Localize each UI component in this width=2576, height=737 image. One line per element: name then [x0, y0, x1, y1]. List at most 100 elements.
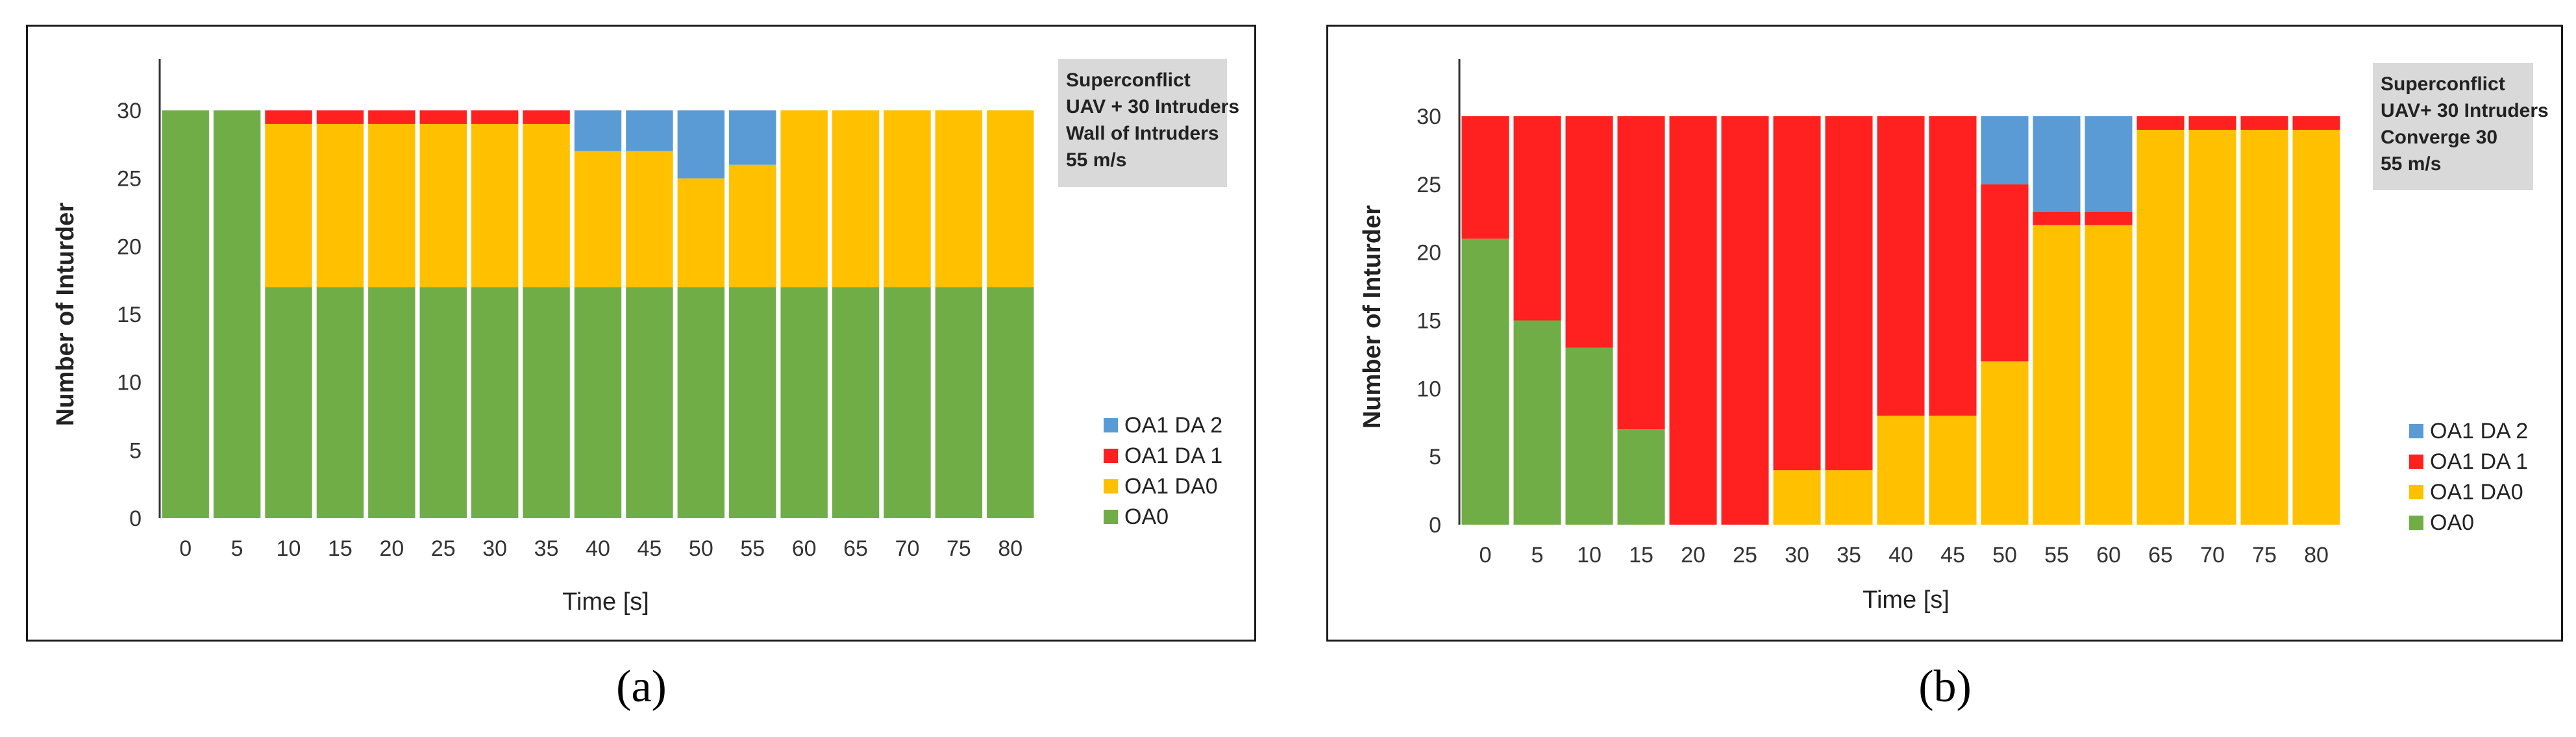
- bar-segment-oa1-da0: [574, 151, 622, 288]
- bar-segment-oa1-da0: [368, 123, 415, 288]
- bar-segment-oa0: [987, 287, 1034, 518]
- y-tick-label: 20: [117, 234, 142, 259]
- bar-segment-oa1-da-2: [626, 110, 673, 151]
- bar-segment-oa1-da0: [884, 110, 931, 288]
- bar-segment-oa1-da-1: [316, 110, 364, 124]
- bar-segment-oa1-da-1: [1981, 184, 2029, 362]
- bar-segment-oa1-da-1: [368, 110, 415, 124]
- bar-segment-oa1-da-1: [265, 110, 312, 124]
- bar-segment-oa0: [626, 287, 673, 518]
- y-tick-label: 10: [1417, 377, 1441, 401]
- bar-segment-oa1-da0: [1773, 470, 1821, 525]
- bar-segment-oa1-da-1: [2136, 116, 2185, 130]
- bar-segment-oa0: [884, 287, 931, 518]
- annotation-line: UAV + 30 Intruders: [1066, 96, 1239, 118]
- legend-swatch-oa1-da-2: [1104, 418, 1118, 432]
- legend-swatch-oa1-da-1: [1104, 449, 1118, 463]
- x-tick-label: 10: [1577, 543, 1602, 568]
- legend-swatch-oa0: [1104, 510, 1118, 524]
- x-tick-label: 45: [1940, 543, 1965, 568]
- bar-segment-oa0: [1565, 347, 1613, 525]
- y-tick-label: 5: [1429, 445, 1441, 469]
- caption-b: (b): [1918, 662, 1972, 712]
- bar-segment-oa0: [677, 287, 725, 518]
- legend-label-oa1-da-2: OA1 DA 2: [2430, 419, 2528, 443]
- x-tick-label: 55: [2044, 543, 2069, 568]
- x-tick-label: 5: [1531, 543, 1544, 568]
- bar-segment-oa0: [368, 287, 415, 518]
- x-tick-label: 80: [998, 536, 1022, 561]
- bar-segment-oa0: [780, 287, 828, 518]
- bar-segment-oa1-da0: [2240, 129, 2288, 525]
- x-axis-title: Time [s]: [1863, 586, 1950, 614]
- y-tick-label: 20: [1417, 241, 1441, 266]
- legend: OA1 DA 2 OA1 DA 1 OA1 DA0 OA0: [1104, 413, 1222, 529]
- bar-segment-oa0: [265, 287, 312, 518]
- x-tick-label: 10: [277, 536, 301, 561]
- bar-segment-oa1-da-1: [1773, 116, 1821, 471]
- legend-label-oa1-da-1: OA1 DA 1: [2430, 449, 2528, 474]
- x-tick-label: 45: [637, 536, 662, 561]
- x-tick-label: 80: [2304, 543, 2329, 568]
- bar-segment-oa0: [316, 287, 364, 518]
- x-tick-label: 40: [586, 536, 610, 561]
- bar-segment-oa0: [213, 110, 261, 518]
- chart-panel-a: 0 5 10 15 20 25 30 0 5 10 15 20 25 30 35 40 45 50 55 60 65 70…: [26, 25, 1256, 642]
- x-tick-label: 35: [534, 536, 559, 561]
- legend-label-oa1-da0: OA1 DA0: [2430, 480, 2523, 505]
- x-tick-label: 15: [1629, 543, 1653, 568]
- bar-segment-oa1-da0: [1929, 416, 1977, 525]
- bar-segment-oa1-da-1: [1617, 116, 1665, 430]
- legend-label-oa0: OA0: [2430, 510, 2474, 535]
- x-axis-title: Time [s]: [562, 588, 649, 616]
- x-tick-label: 50: [1992, 543, 2017, 568]
- bar-segment-oa1-da0: [2033, 225, 2081, 525]
- x-tick-label: 75: [2252, 543, 2277, 568]
- legend-swatch-oa0: [2409, 516, 2423, 530]
- bar-segment-oa0: [1461, 238, 1509, 525]
- bar-segment-oa1-da-2: [677, 110, 725, 179]
- bar-segment-oa1-da0: [419, 123, 467, 288]
- bar-segment-oa1-da0: [780, 110, 828, 288]
- bar-segment-oa1-da-1: [2033, 211, 2081, 225]
- x-tick-label: 60: [792, 536, 817, 561]
- bar-segment-oa1-da-1: [1877, 116, 1925, 416]
- bar-segment-oa1-da-1: [1513, 116, 1561, 321]
- y-tick-label: 15: [1417, 309, 1441, 334]
- bar-segment-oa1-da-1: [1721, 116, 1769, 525]
- annotation-line: Superconflict: [1066, 69, 1191, 91]
- bar-segment-oa1-da-1: [2085, 211, 2133, 225]
- bar-segment-oa0: [419, 287, 467, 518]
- y-tick-label: 5: [129, 438, 142, 463]
- x-tick-label: 20: [379, 536, 404, 561]
- y-tick-label: 30: [117, 99, 142, 123]
- bar-segment-oa1-da-2: [2033, 116, 2081, 212]
- x-tick-label: 30: [1785, 543, 1809, 568]
- x-tick-label: 75: [947, 536, 971, 561]
- bar-segment-oa1-da-1: [1565, 116, 1613, 348]
- x-tick-label: 40: [1889, 543, 1913, 568]
- x-tick-label: 5: [231, 536, 243, 561]
- y-tick-label: 25: [1417, 173, 1441, 197]
- y-tick-label: 0: [1429, 513, 1441, 538]
- annotation-background: [1058, 59, 1227, 187]
- bar-segment-oa0: [162, 110, 209, 518]
- x-tick-label: 65: [843, 536, 868, 561]
- y-tick-label: 0: [129, 506, 142, 531]
- chart-b: 0 5 10 15 20 25 30 0 5 10 15 20 25 30 35 40 45 50 55 60 65 70…: [1359, 59, 2549, 614]
- bar-segment-oa1-da0: [935, 110, 983, 288]
- x-tick-label: 50: [689, 536, 713, 561]
- bar-segment-oa1-da-1: [2240, 116, 2288, 130]
- bar-segment-oa1-da-1: [1929, 116, 1977, 416]
- bar-segment-oa1-da-1: [1825, 116, 1873, 471]
- y-tick-label: 10: [117, 371, 142, 395]
- y-axis-title: Number of Inturder: [52, 203, 79, 426]
- legend-label-oa1-da-1: OA1 DA 1: [1124, 443, 1222, 468]
- x-tick-label: 35: [1837, 543, 1861, 568]
- bar-segment-oa1-da-1: [471, 110, 519, 124]
- bar-segment-oa0: [729, 287, 776, 518]
- annotation-line: 55 m/s: [1066, 149, 1126, 171]
- legend-swatch-oa1-da0: [2409, 485, 2423, 499]
- bar-segment-oa1-da0: [1877, 416, 1925, 525]
- annotation-line: Wall of Intruders: [1066, 123, 1219, 144]
